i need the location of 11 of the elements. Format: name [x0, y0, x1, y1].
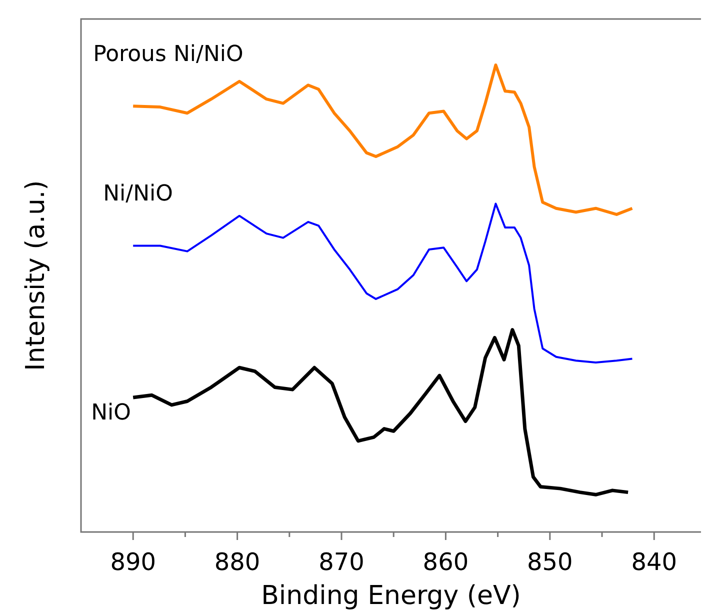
x-tick-label: 860 — [422, 548, 469, 576]
series-label: Ni/NiO — [103, 182, 173, 207]
x-tick-label: 880 — [214, 548, 260, 576]
x-tick-label: 840 — [631, 548, 678, 576]
x-tick-label: 870 — [318, 548, 364, 576]
series-label: Porous Ni/NiO — [93, 42, 244, 68]
x-axis-title: Binding Energy (eV) — [261, 581, 521, 610]
series-label: NiO — [91, 400, 131, 426]
x-tick-label: 890 — [110, 548, 156, 576]
x-tick-label: 850 — [527, 548, 573, 576]
y-axis-title: Intensity (a.u.) — [21, 180, 51, 371]
